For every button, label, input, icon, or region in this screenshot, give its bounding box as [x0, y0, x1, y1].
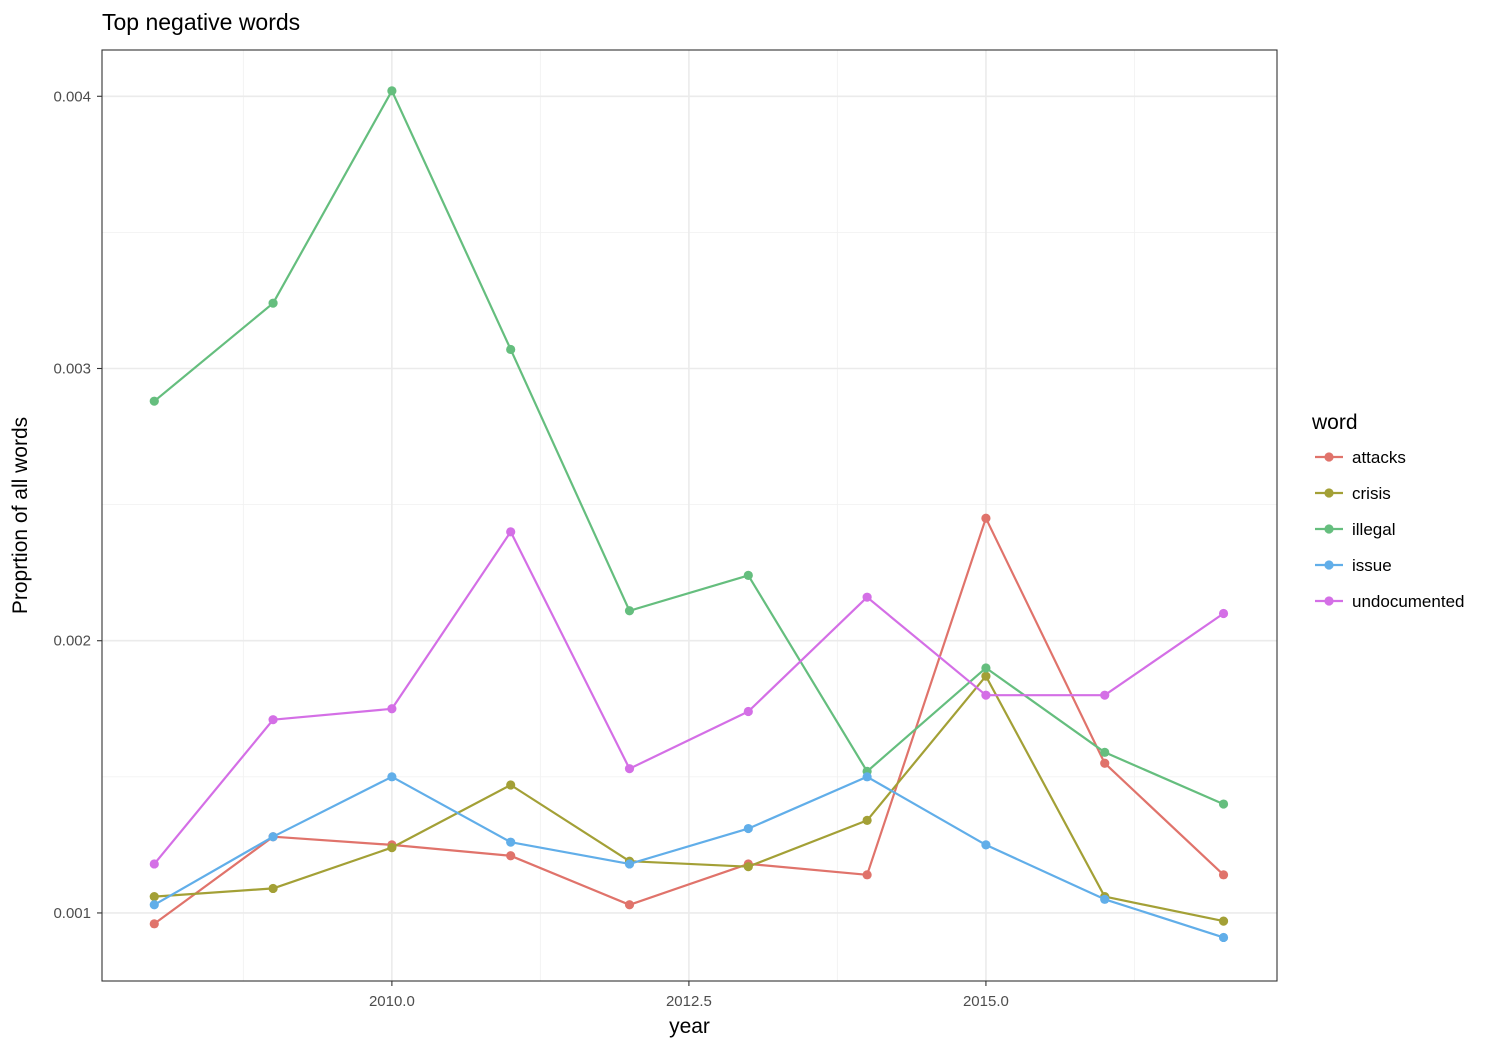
- y-tick-label: 0.001: [53, 905, 91, 922]
- data-point-issue: [387, 772, 397, 782]
- data-point-crisis: [268, 883, 278, 894]
- data-point-illegal: [1100, 747, 1110, 757]
- legend-label: illegal: [1352, 520, 1395, 539]
- data-point-crisis: [743, 862, 753, 872]
- data-point-illegal: [743, 570, 753, 580]
- panel-border: [101, 49, 1278, 982]
- data-point-attacks: [1100, 758, 1110, 768]
- legend-item-attacks: attacks: [1315, 448, 1406, 467]
- legend: word attacks crisis illegal issue undocument…: [1311, 411, 1464, 611]
- data-point-issue: [268, 832, 278, 842]
- data-point-crisis: [981, 671, 991, 681]
- data-point-undocumented: [1218, 608, 1229, 619]
- data-point-illegal: [624, 606, 635, 616]
- series-issue: [149, 772, 1229, 943]
- legend-label: undocumented: [1352, 592, 1464, 611]
- data-point-crisis: [862, 815, 872, 825]
- legend-title: word: [1311, 411, 1358, 434]
- legend-label: attacks: [1352, 448, 1406, 467]
- data-point-illegal: [268, 298, 278, 308]
- data-point-undocumented: [387, 704, 397, 714]
- series-line-crisis: [154, 674, 1224, 923]
- data-point-attacks: [981, 513, 991, 523]
- legend-marker: [1324, 452, 1334, 462]
- data-point-attacks: [506, 851, 516, 861]
- x-tick-label: 2010.0: [369, 993, 415, 1010]
- data-point-illegal: [387, 86, 397, 96]
- data-point-crisis: [506, 780, 516, 790]
- data-point-attacks: [1218, 870, 1229, 880]
- x-axis-title: year: [669, 1015, 710, 1038]
- legend-label: crisis: [1352, 484, 1391, 503]
- data-point-issue: [624, 859, 635, 869]
- data-point-undocumented: [1100, 690, 1110, 700]
- data-point-issue: [1100, 894, 1110, 904]
- series-line-illegal: [153, 89, 1224, 806]
- data-point-issue: [981, 840, 991, 850]
- data-point-undocumented: [268, 715, 278, 725]
- data-point-undocumented: [506, 527, 516, 537]
- data-point-crisis: [387, 843, 397, 853]
- y-tick-label: 0.003: [53, 361, 91, 378]
- data-point-undocumented: [743, 706, 753, 717]
- x-axis: 2010.0 2012.5 2015.0: [369, 981, 1009, 1010]
- grid: [102, 50, 1277, 981]
- data-point-issue: [862, 772, 872, 782]
- legend-marker: [1324, 524, 1334, 534]
- x-tick-label: 2015.0: [963, 993, 1009, 1010]
- y-tick-label: 0.002: [53, 633, 91, 650]
- data-point-undocumented: [149, 859, 159, 869]
- data-point-undocumented: [981, 690, 991, 700]
- data-point-issue: [1218, 932, 1229, 943]
- data-point-illegal: [149, 396, 159, 406]
- chart-title: Top negative words: [102, 9, 300, 35]
- x-tick-label: 2012.5: [666, 993, 712, 1010]
- series-line-undocumented: [153, 530, 1225, 865]
- legend-marker: [1324, 560, 1334, 570]
- y-tick-label: 0.004: [53, 88, 91, 105]
- legend-item-crisis: crisis: [1315, 484, 1391, 503]
- y-axis: 0.001 0.002 0.003 0.004: [53, 88, 102, 922]
- data-point-issue: [506, 837, 516, 847]
- series-layer: [149, 86, 1229, 943]
- data-point-issue: [149, 900, 159, 910]
- legend-marker: [1324, 488, 1334, 498]
- legend-label: issue: [1352, 556, 1392, 575]
- data-point-crisis: [1218, 916, 1229, 926]
- series-line-issue: [153, 775, 1224, 939]
- data-point-illegal: [1218, 799, 1229, 809]
- data-point-attacks: [624, 900, 635, 910]
- data-point-attacks: [862, 870, 872, 880]
- legend-item-undocumented: undocumented: [1315, 592, 1464, 611]
- data-point-undocumented: [624, 764, 635, 774]
- data-point-attacks: [149, 919, 159, 929]
- series-undocumented: [149, 527, 1229, 869]
- series-illegal: [149, 86, 1229, 809]
- legend-marker: [1324, 596, 1334, 606]
- series-line-attacks: [153, 517, 1225, 925]
- legend-item-illegal: illegal: [1315, 520, 1395, 539]
- y-axis-title: Proprtion of all words: [9, 417, 32, 614]
- data-point-issue: [743, 823, 753, 834]
- legend-item-issue: issue: [1315, 556, 1392, 575]
- data-point-undocumented: [862, 592, 872, 602]
- data-point-illegal: [506, 344, 516, 355]
- data-point-crisis: [149, 892, 159, 902]
- data-point-illegal: [981, 663, 991, 673]
